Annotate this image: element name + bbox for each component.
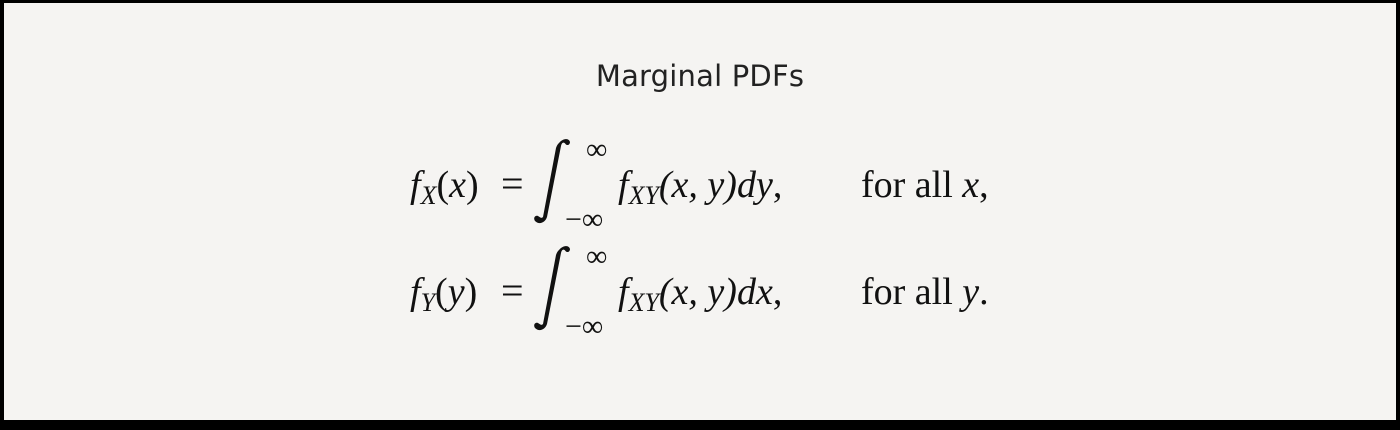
paren-close: ) [464, 271, 478, 313]
page-title: Marginal PDFs [595, 59, 805, 93]
equation-marginal-y: fY(y) = ∞ −∞ fXY(x, y)dx, for all y. [4, 240, 1396, 343]
condition: for all y. [861, 273, 989, 311]
function-symbol: f [410, 164, 421, 206]
trailing-punct: , [772, 271, 783, 313]
condition-punct: . [979, 271, 989, 313]
upper-limit: ∞ [586, 240, 608, 273]
differential: dy [736, 164, 773, 206]
condition-punct: , [979, 164, 989, 206]
paren-open: ( [436, 164, 450, 206]
function-symbol: f [410, 271, 421, 313]
joint-function-symbol: f [618, 164, 629, 206]
lhs-variable: x [449, 164, 466, 206]
joint-function-args: (x, y) [658, 271, 737, 313]
function-subscript: Y [420, 288, 436, 317]
trailing-punct: , [772, 164, 783, 206]
integral-sign-icon [534, 139, 570, 224]
paren-open: ( [435, 271, 448, 313]
integral-sign-icon [534, 246, 570, 331]
paren-close: ) [465, 164, 479, 206]
condition-text: for all [861, 271, 963, 313]
joint-function-args: (x, y) [658, 164, 737, 206]
equation-lhs: fY(y) [410, 271, 478, 316]
upper-limit: ∞ [586, 133, 608, 166]
integrand: fXY(x, y)dy, [618, 164, 783, 209]
equals-sign: = [501, 268, 524, 313]
equation-marginal-x: fX(x) = ∞ −∞ fXY(x, y)dy, for all x, [4, 133, 1396, 236]
lhs-variable: y [447, 271, 465, 313]
differential: dx [736, 271, 773, 313]
condition-variable: x [962, 164, 980, 206]
condition-variable: y [962, 271, 980, 313]
condition: for all x, [861, 166, 989, 204]
function-subscript: X [420, 181, 437, 210]
formula-panel: Marginal PDFs fX(x) = ∞ −∞ fXY(x, y)dy, … [4, 3, 1396, 420]
condition-text: for all [861, 164, 963, 206]
integrand: fXY(x, y)dx, [618, 271, 783, 316]
joint-function-subscript: XY [628, 288, 659, 317]
equation-lhs: fX(x) [410, 164, 479, 209]
joint-function-subscript: XY [628, 181, 659, 210]
lower-limit: −∞ [565, 310, 604, 343]
joint-function-symbol: f [618, 271, 629, 313]
lower-limit: −∞ [565, 203, 604, 236]
equals-sign: = [501, 161, 524, 206]
